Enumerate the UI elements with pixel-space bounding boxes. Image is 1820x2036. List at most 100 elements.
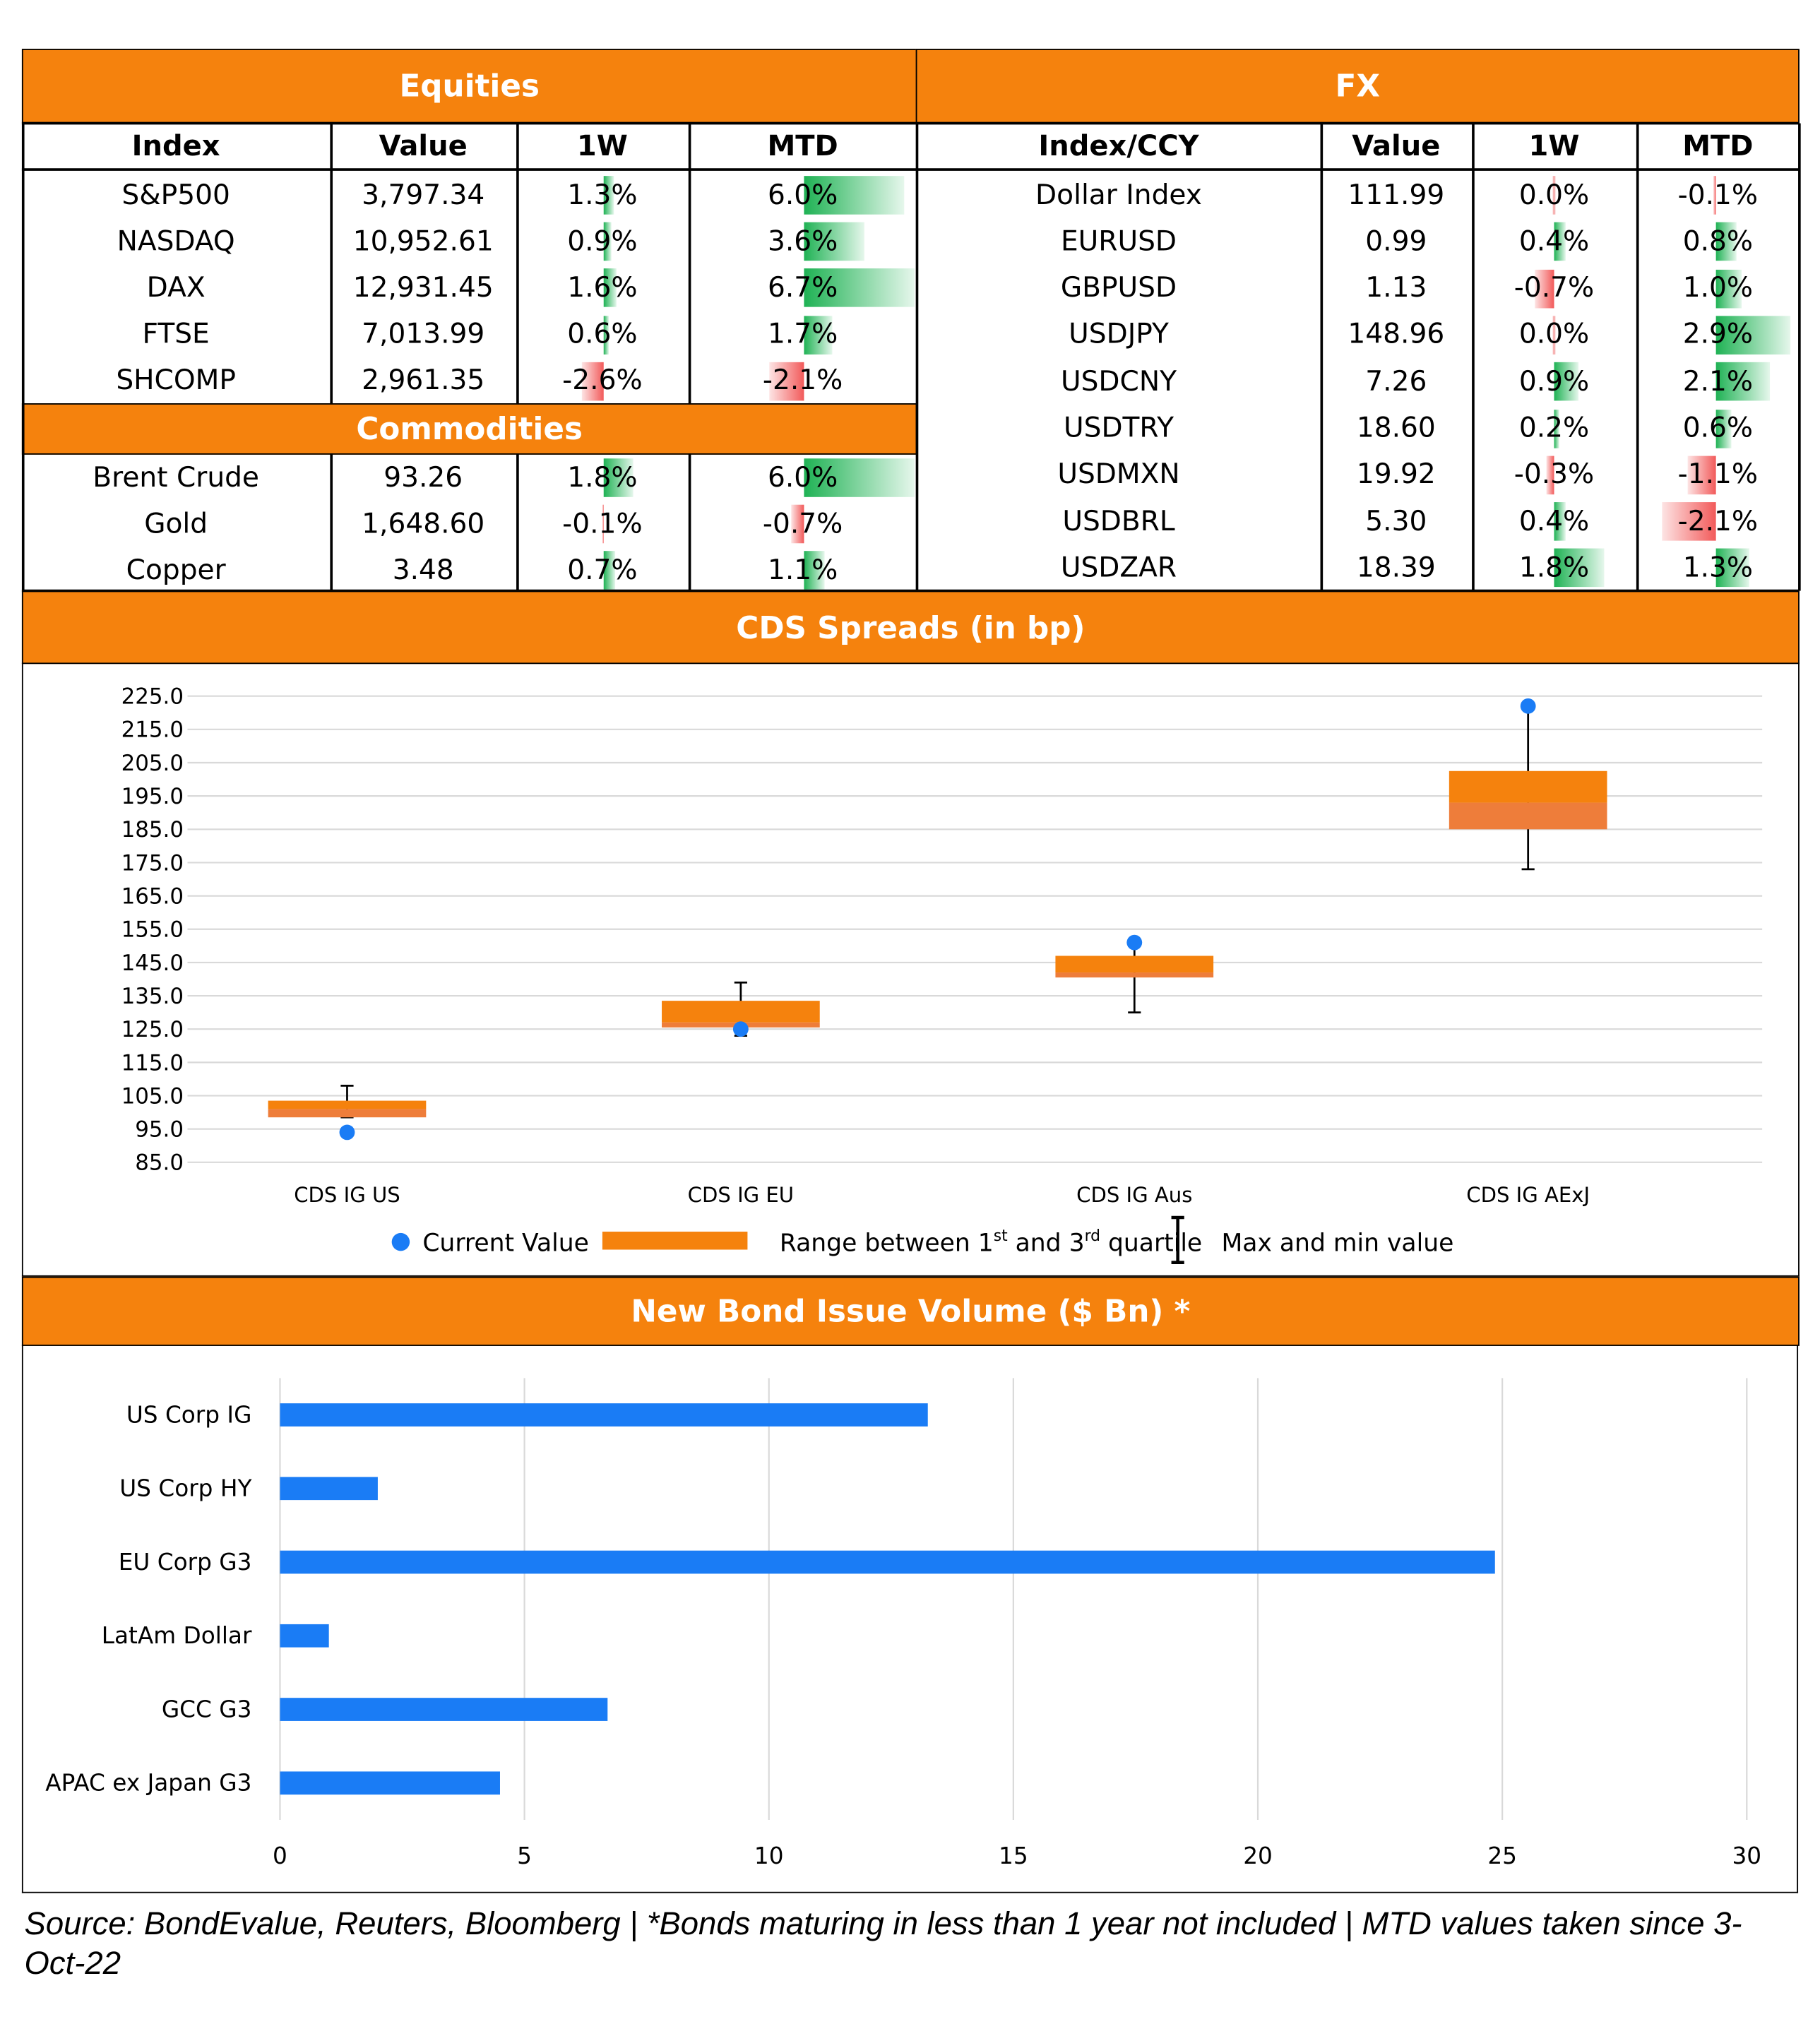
legend-range-label: Range between 1st and 3rd quartile: [780, 1227, 1202, 1258]
fx-mtd-cell-text: -1.1%: [1677, 458, 1759, 492]
fx-1w-cell: -0.3%: [1472, 452, 1636, 498]
equities-value-cell-text: 3,797.34: [362, 179, 485, 212]
fx-col-value: Value: [1352, 130, 1441, 163]
equities-value-cell-text: 12,931.45: [352, 272, 494, 304]
fx-1w-cell-text: 0.9%: [1518, 365, 1590, 398]
fx-index-cell: USDTRY: [917, 405, 1320, 451]
equities-mtd-cell-text: 6.7%: [767, 272, 838, 304]
equities-index-cell-text: SHCOMP: [116, 365, 236, 398]
equities-value-cell-text: 10,952.61: [352, 225, 494, 258]
fx-index-cell-text: USDJPY: [1069, 319, 1169, 352]
bond-x-tick-label: 15: [999, 1842, 1028, 1869]
fx-index-cell-text: USDBRL: [1062, 505, 1175, 538]
equities-index-cell: FTSE: [22, 311, 330, 357]
equities-index-cell: S&P500: [22, 172, 330, 218]
equities-index-cell-text: NASDAQ: [117, 225, 235, 258]
cds-x-label: CDS IG Aus: [1076, 1183, 1192, 1207]
fx-mtd-cell: 2.1%: [1636, 359, 1800, 405]
equities-mtd-cell: -2.1%: [689, 358, 917, 404]
fx-index-cell-text: Dollar Index: [1035, 179, 1202, 212]
cds-title: CDS Spreads (in bp): [736, 609, 1086, 645]
fx-index-cell-text: USDZAR: [1060, 552, 1177, 585]
fx-1w-databar: [1554, 549, 1604, 588]
commodities-1w-cell-text: -0.1%: [562, 508, 643, 541]
equities-1w-cell-text: 1.6%: [567, 272, 638, 304]
fx-mtd-cell-text: 2.9%: [1682, 319, 1754, 352]
equities-header: Equities: [21, 49, 917, 124]
fx-value-cell: 148.96: [1321, 312, 1473, 358]
bond-x-tick-label: 0: [273, 1842, 287, 1869]
commodities-mtd-cell-text: 1.1%: [767, 554, 838, 587]
fx-value-cell-text: 19.92: [1356, 458, 1436, 492]
equities-value-cell: 7,013.99: [330, 311, 516, 357]
cds-y-tick-label: 195.0: [121, 784, 184, 809]
equities-1w-databar: [603, 315, 609, 355]
equities-col-index: Index: [131, 130, 220, 163]
bond-chart: US Corp IG US Corp HY EU Corp G3 LatAm Doll…: [45, 1378, 1761, 1869]
bond-category-label: EU Corp G3: [119, 1549, 252, 1576]
fx-mtd-cell: 0.6%: [1636, 405, 1800, 451]
fx-value-cell: 5.30: [1321, 499, 1473, 544]
bond-x-tick-label: 20: [1243, 1842, 1273, 1869]
equities-col-mtd: MTD: [767, 130, 838, 163]
legend-maxmin-marker: [1171, 1215, 1184, 1264]
cds-y-tick-label: 205.0: [121, 751, 184, 776]
equities-1w-databar: [603, 176, 615, 215]
commodities-name-cell: Brent Crude: [22, 455, 330, 501]
equities-title: Equities: [399, 68, 540, 105]
equities-1w-databar: [603, 268, 617, 308]
bond-header: New Bond Issue Volume ($ Bn) *: [21, 1276, 1800, 1346]
equities-index-cell: SHCOMP: [22, 358, 330, 404]
fx-mtd-cell-text: -2.1%: [1677, 505, 1759, 538]
fx-mtd-cell-text: -0.1%: [1677, 179, 1759, 212]
commodities-1w-databar: [603, 551, 616, 590]
fx-index-cell: USDBRL: [917, 499, 1320, 544]
bond-x-tick-label: 25: [1487, 1842, 1517, 1869]
cds-current-point: [1126, 934, 1143, 951]
equities-value-cell: 3,797.34: [330, 172, 516, 218]
bond-x-tick-label: 30: [1732, 1842, 1761, 1869]
cds-y-tick-label: 115.0: [121, 1050, 184, 1076]
commodities-name-cell-text: Copper: [126, 554, 226, 587]
bond-title: New Bond Issue Volume ($ Bn) *: [631, 1293, 1191, 1330]
equities-mtd-cell: 6.0%: [689, 172, 917, 218]
fx-1w-cell: 0.4%: [1472, 499, 1636, 544]
fx-value-cell-text: 111.99: [1348, 179, 1445, 212]
bond-bar: [280, 1698, 608, 1721]
bond-category-label: LatAm Dollar: [102, 1622, 252, 1649]
commodities-value-cell: 93.26: [330, 455, 516, 501]
fx-mtd-databar: [1715, 269, 1742, 308]
equities-col-value: Value: [379, 130, 468, 163]
cds-chart: 225.0 215.0 205.0 195.0 185.0 175.0 165.0 155.0…: [121, 684, 1763, 1264]
commodities-name-cell-text: Brent Crude: [93, 461, 259, 494]
fx-mtd-databar: [1715, 362, 1771, 401]
equities-mtd-cell: 6.7%: [689, 265, 917, 311]
fx-value-cell: 111.99: [1321, 172, 1473, 218]
fx-value-cell-text: 18.60: [1356, 412, 1436, 445]
equities-mtd-databar: [804, 268, 915, 308]
equities-value-cell-text: 7,013.99: [362, 319, 485, 351]
fx-title: FX: [1335, 68, 1381, 105]
equities-1w-databar: [603, 222, 612, 261]
bond-x-tick-label: 5: [517, 1842, 532, 1869]
commodities-1w-cell: 1.8%: [516, 455, 689, 501]
commodities-mtd-databar: [804, 551, 825, 590]
fx-value-cell-text: 0.99: [1365, 225, 1427, 258]
fx-1w-cell-text: 0.0%: [1518, 179, 1590, 212]
cds-y-tick-label: 155.0: [121, 917, 184, 943]
fx-1w-databar: [1545, 456, 1554, 494]
bond-bar: [280, 1477, 378, 1501]
fx-index-cell-text: USDMXN: [1057, 458, 1180, 492]
bond-chart-frame: US Corp IG US Corp HY EU Corp G3 LatAm Doll…: [21, 1345, 1799, 1893]
legend-maxmin-label: Max and min value: [1221, 1229, 1453, 1257]
equities-mtd-cell-text: 6.0%: [767, 179, 838, 212]
fx-1w-cell-text: 0.0%: [1518, 319, 1590, 352]
fx-1w-cell: 1.8%: [1472, 545, 1636, 591]
cds-current-point: [339, 1124, 355, 1141]
equities-1w-cell: 1.6%: [516, 265, 689, 311]
fx-mtd-cell: -2.1%: [1636, 499, 1800, 544]
equities-index-cell-text: DAX: [146, 272, 206, 304]
fx-value-cell: 19.92: [1321, 452, 1473, 498]
fx-1w-cell-text: 0.4%: [1518, 225, 1590, 258]
cds-header: CDS Spreads (in bp): [21, 590, 1800, 665]
